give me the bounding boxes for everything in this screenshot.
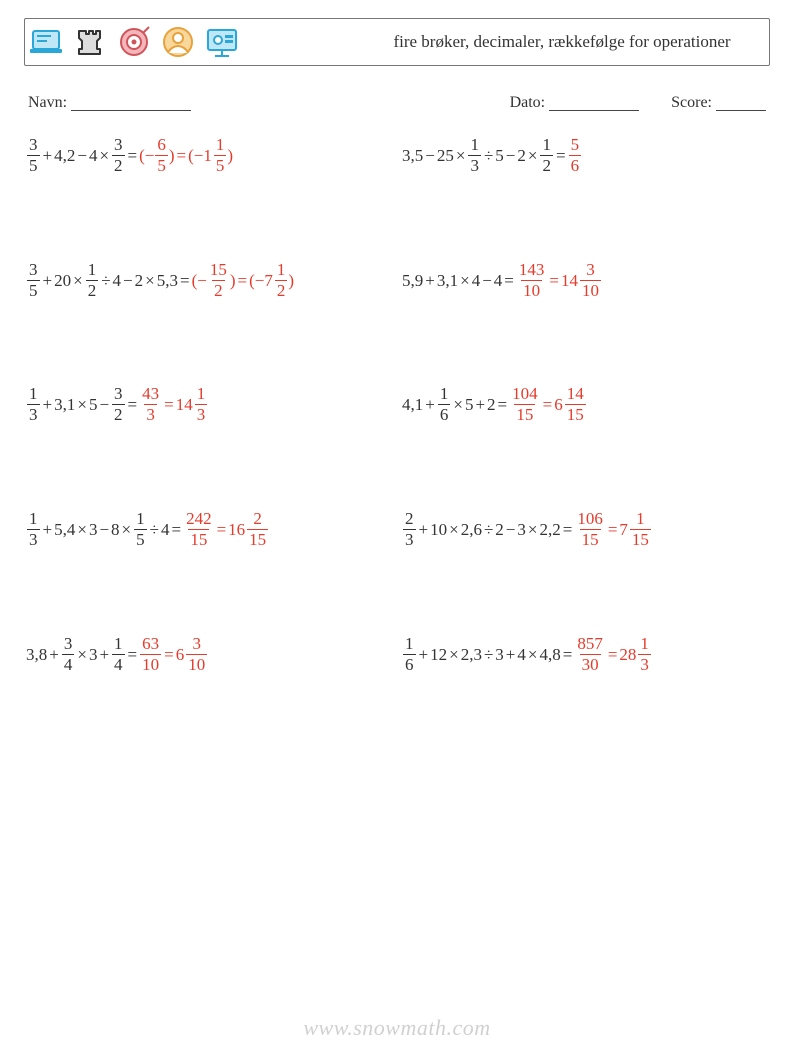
- problem-4: 5,9+3,1×4−4=14310=14310: [402, 261, 768, 300]
- presentation-icon: [203, 23, 241, 61]
- problem-7: 13+5,4×3−8×15÷4=24215=16215: [26, 510, 392, 549]
- laptop-icon: [27, 23, 65, 61]
- worksheet-page: fire brøker, decimaler, rækkefølge for o…: [0, 0, 794, 1053]
- worksheet-title: fire brøker, decimaler, rækkefølge for o…: [241, 32, 763, 52]
- expression: 5,9+3,1×4−4: [402, 272, 502, 289]
- expression: 35+4,2−4×32: [26, 136, 126, 175]
- meta-row: Navn: Dato: Score:: [28, 94, 766, 112]
- answer: (−152)=(−712): [192, 261, 294, 300]
- score-label: Score:: [671, 94, 712, 112]
- user-circle-icon: [159, 23, 197, 61]
- problem-5: 13+3,1×5−32=433=1413: [26, 385, 392, 424]
- answer: 433=1413: [139, 385, 208, 424]
- answer: 6310=6310: [139, 635, 208, 674]
- score-blank: [716, 94, 766, 111]
- problem-6: 4,1+16×5+2=10415=61415: [402, 385, 768, 424]
- target-icon: [115, 23, 153, 61]
- problems-grid: 35+4,2−4×32=(−65)=(−115) 3,5−25×13÷5−2×12…: [24, 136, 770, 673]
- chess-rook-icon: [71, 23, 109, 61]
- footer-watermark: www.snowmath.com: [0, 1015, 794, 1041]
- expression: 35+20×12÷4−2×5,3: [26, 261, 178, 300]
- problem-10: 16+12×2,3÷3+4×4,8=85730=2813: [402, 635, 768, 674]
- expression: 13+5,4×3−8×15÷4: [26, 510, 169, 549]
- problem-8: 23+10×2,6÷2−3×2,2=10615=7115: [402, 510, 768, 549]
- date-blank: [549, 94, 639, 111]
- expression: 3,5−25×13÷5−2×12: [402, 136, 554, 175]
- expression: 16+12×2,3÷3+4×4,8: [402, 635, 561, 674]
- name-label: Navn:: [28, 94, 67, 112]
- expression: 3,8+34×3+14: [26, 635, 126, 674]
- expression: 13+3,1×5−32: [26, 385, 126, 424]
- problem-2: 3,5−25×13÷5−2×12=56: [402, 136, 768, 175]
- problem-9: 3,8+34×3+14=6310=6310: [26, 635, 392, 674]
- name-blank: [71, 94, 191, 111]
- answer: 14310=14310: [516, 261, 602, 300]
- answer: 10415=61415: [509, 385, 587, 424]
- answer: 10615=7115: [574, 510, 652, 549]
- expression: 23+10×2,6÷2−3×2,2: [402, 510, 561, 549]
- answer: (−65)=(−115): [139, 136, 233, 175]
- problem-3: 35+20×12÷4−2×5,3=(−152)=(−712): [26, 261, 392, 300]
- answer: 56: [568, 136, 583, 175]
- header-icons: [27, 23, 241, 61]
- answer: 24215=16215: [183, 510, 269, 549]
- problem-1: 35+4,2−4×32=(−65)=(−115): [26, 136, 392, 175]
- date-label: Dato:: [510, 94, 546, 112]
- answer: 85730=2813: [574, 635, 652, 674]
- expression: 4,1+16×5+2: [402, 385, 496, 424]
- header-bar: fire brøker, decimaler, rækkefølge for o…: [24, 18, 770, 66]
- name-field: Navn:: [28, 94, 191, 112]
